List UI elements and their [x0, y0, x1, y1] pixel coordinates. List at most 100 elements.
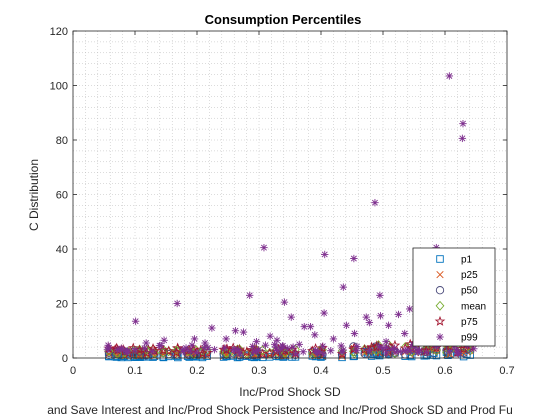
marker-p99	[117, 346, 126, 354]
marker-p75	[389, 339, 401, 350]
marker-p99	[365, 346, 374, 355]
marker-p99	[453, 348, 462, 356]
y-tick-label: 60	[56, 190, 68, 202]
marker-p99	[289, 343, 297, 351]
marker-p50	[360, 349, 369, 358]
marker-p99	[239, 328, 248, 336]
marker-p99	[188, 341, 196, 349]
legend-label-p25: p25	[461, 270, 478, 281]
marker-p99	[295, 340, 303, 349]
y-tick-label: 20	[56, 299, 68, 311]
marker-p75	[257, 348, 268, 359]
marker-p99	[319, 342, 327, 350]
y-tick-label: 80	[56, 135, 68, 147]
x-tick-label: 0.6	[437, 365, 452, 377]
legend-entry-p99: p99	[436, 333, 478, 344]
marker-p99	[376, 291, 384, 300]
marker-p75	[458, 343, 469, 354]
legend-entry-p25: p25	[436, 270, 478, 281]
marker-p99	[140, 344, 149, 352]
marker-p99	[208, 324, 216, 332]
legend-label-p1: p1	[461, 255, 473, 266]
marker-p99	[406, 346, 415, 355]
marker-p99	[123, 347, 132, 355]
marker-p99	[362, 313, 370, 321]
marker-p99	[338, 348, 346, 356]
marker-p99	[350, 254, 358, 263]
marker-p75	[157, 344, 169, 355]
legend-marker-mean	[435, 300, 445, 311]
marker-p99	[320, 309, 328, 317]
y-tick-label: 0	[62, 353, 68, 365]
marker-p99	[401, 329, 409, 338]
marker-p75	[241, 346, 253, 357]
marker-p99	[371, 198, 379, 207]
marker-p99	[272, 343, 280, 351]
marker-p99	[306, 322, 315, 331]
marker-p99	[314, 348, 322, 356]
legend-marker-p1	[436, 255, 444, 263]
marker-p99	[365, 318, 374, 327]
marker-mean	[280, 348, 290, 359]
legend-label-p50: p50	[461, 286, 478, 297]
marker-p99	[179, 347, 187, 356]
marker-p99	[311, 331, 319, 339]
marker-p99	[339, 346, 347, 354]
legend-marker-p50	[435, 286, 445, 295]
marker-p99	[292, 350, 300, 358]
y-tick-label: 120	[50, 26, 68, 38]
chart-title: Consumption Percentiles	[205, 12, 362, 27]
legend-label-mean: mean	[461, 301, 486, 312]
marker-p99	[182, 344, 190, 352]
marker-p99	[422, 348, 431, 356]
legend-label-p99: p99	[461, 333, 478, 344]
x-tick-label: 0.4	[313, 365, 328, 377]
marker-mean	[158, 347, 168, 358]
marker-p99	[131, 346, 139, 354]
x-tick-label: 0.1	[127, 365, 142, 377]
marker-p99	[329, 335, 338, 343]
marker-p99	[384, 321, 393, 329]
marker-p1	[349, 352, 358, 361]
legend-marker-p25	[436, 270, 444, 279]
marker-p99	[260, 243, 268, 252]
marker-p99	[339, 283, 348, 291]
marker-p99	[458, 134, 467, 143]
legend-marker-p75	[434, 315, 446, 326]
legend-entry-p50: p50	[435, 286, 478, 297]
legend-label-p75: p75	[461, 317, 478, 328]
marker-p99	[445, 348, 454, 356]
x-tick-label: 0.3	[251, 365, 266, 377]
x-tick-label: 0.5	[375, 365, 390, 377]
marker-p50	[142, 351, 151, 360]
marker-p99	[261, 341, 270, 349]
marker-mean	[265, 347, 275, 358]
marker-p1	[159, 352, 167, 361]
marker-p99	[131, 317, 140, 325]
marker-p99	[277, 345, 285, 353]
marker-p99	[222, 335, 230, 343]
marker-p99	[273, 336, 281, 344]
legend-entry-mean: mean	[435, 300, 486, 312]
x-axis-label: Inc/Prod Shock SD	[239, 385, 341, 399]
axis-ticks: 0 0.1 0.2 0.3 0.4 0.5 0.6 0.7 0 20 40 60 80 100 120	[50, 26, 515, 377]
marker-p99	[390, 344, 399, 353]
marker-p1	[432, 351, 441, 360]
marker-p99	[376, 312, 385, 320]
marker-p99	[192, 349, 201, 357]
marker-p99	[220, 344, 229, 352]
marker-p99	[173, 299, 181, 308]
marker-p75	[149, 345, 160, 356]
marker-p99	[104, 341, 112, 349]
marker-p99	[342, 321, 351, 329]
marker-p99	[327, 347, 335, 355]
marker-p99	[283, 344, 292, 352]
marker-p99	[459, 119, 467, 128]
marker-p99	[157, 341, 165, 350]
marker-p99	[415, 346, 424, 354]
marker-p99	[142, 339, 150, 347]
marker-p99	[254, 346, 263, 354]
y-tick-label: 100	[50, 81, 68, 93]
marker-p50	[242, 351, 251, 360]
marker-p99	[201, 339, 209, 347]
